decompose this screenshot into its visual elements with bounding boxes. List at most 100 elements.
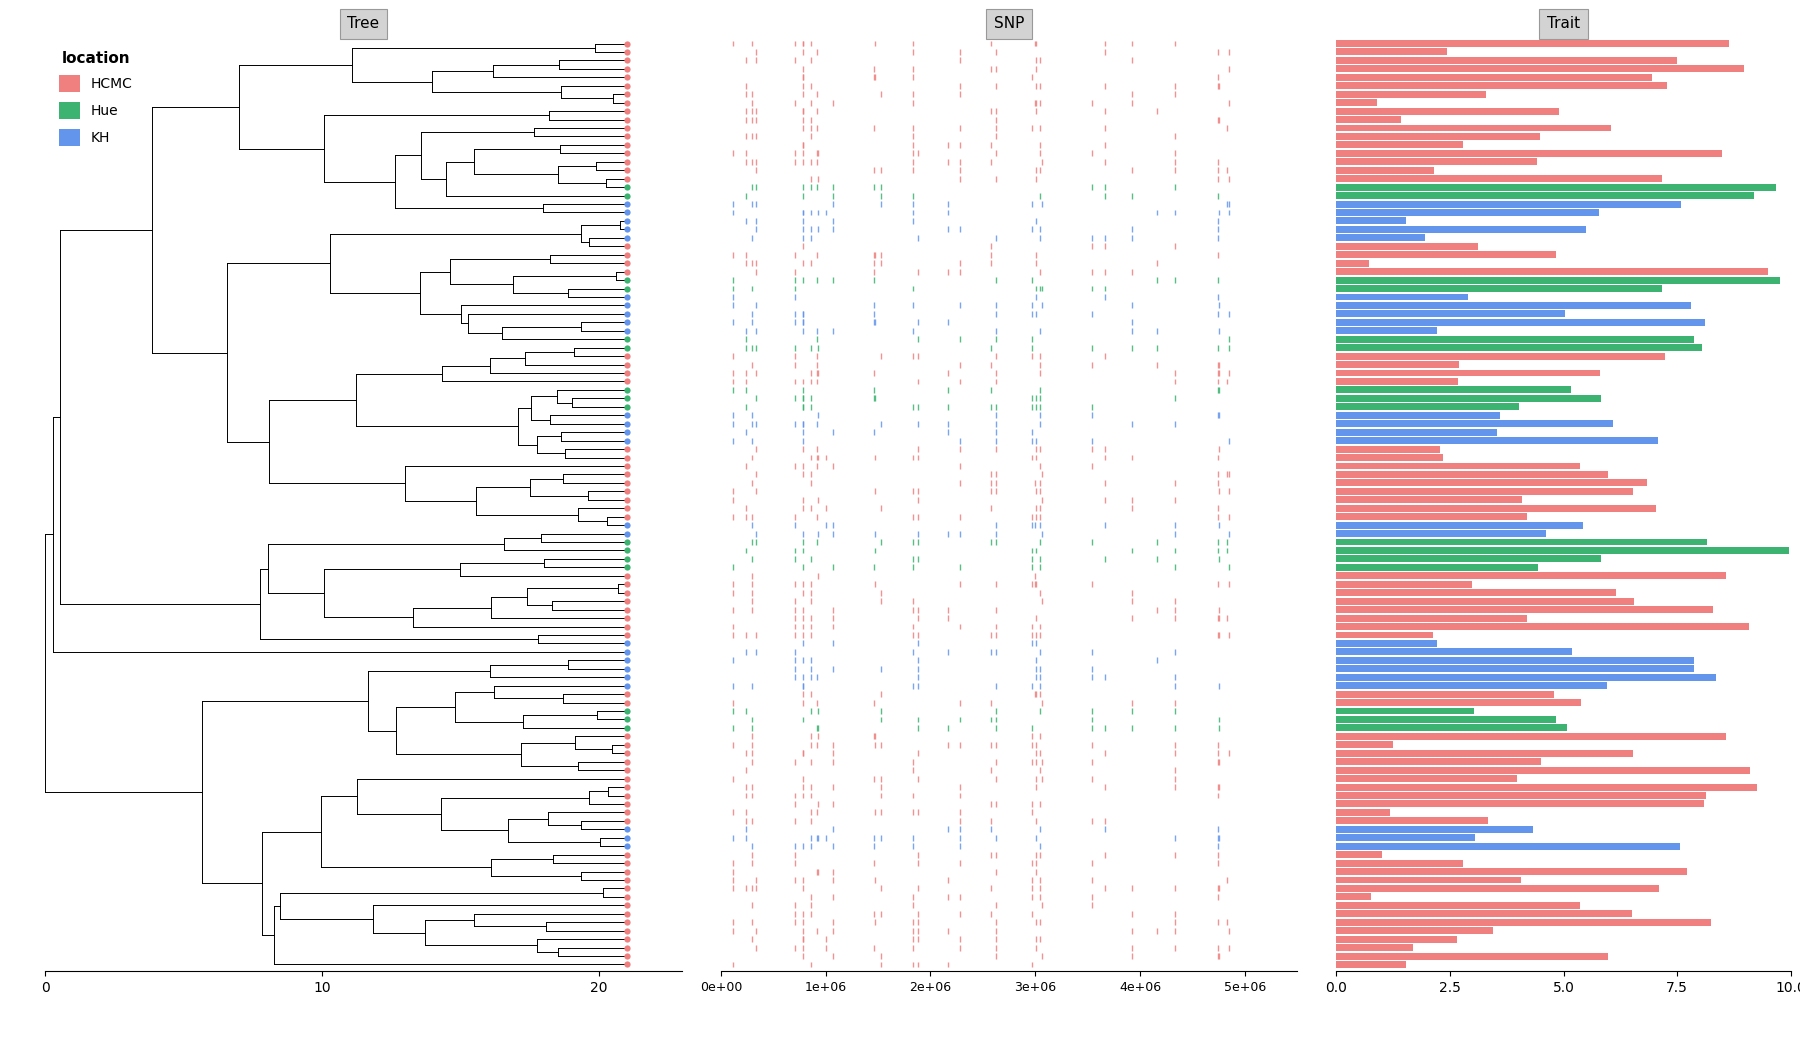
Bar [1336, 666, 1694, 672]
Legend: HCMC, Hue, KH: HCMC, Hue, KH [52, 44, 140, 152]
Bar [1336, 159, 1537, 165]
Bar [1336, 868, 1687, 875]
Bar [1336, 201, 1681, 208]
Bar [1336, 843, 1679, 849]
Bar [1336, 353, 1665, 359]
Bar [1336, 775, 1517, 782]
Title: Tree: Tree [347, 17, 380, 32]
Bar [1336, 910, 1631, 918]
Bar [1336, 639, 1438, 647]
Bar [1336, 835, 1474, 841]
Bar [1336, 691, 1553, 697]
Bar [1336, 699, 1580, 706]
Bar [1336, 90, 1487, 98]
Bar [1336, 614, 1528, 622]
Bar [1336, 361, 1460, 369]
Bar [1336, 919, 1710, 926]
Bar [1336, 268, 1768, 275]
Bar [1336, 184, 1777, 191]
Bar [1336, 40, 1730, 47]
Bar [1336, 344, 1701, 351]
Bar [1336, 808, 1390, 816]
Bar [1336, 65, 1744, 72]
Bar [1336, 708, 1474, 714]
Bar [1336, 395, 1602, 402]
Bar [1336, 657, 1694, 664]
Bar [1336, 733, 1726, 740]
Bar [1336, 631, 1433, 638]
Bar [1336, 936, 1458, 943]
Bar [1336, 209, 1598, 216]
Bar [1336, 217, 1406, 225]
Bar [1336, 623, 1750, 630]
Bar [1336, 927, 1492, 934]
Bar [1336, 716, 1555, 722]
Bar [1336, 336, 1694, 342]
Bar [1336, 589, 1616, 596]
Bar [1336, 885, 1660, 891]
Bar [1336, 251, 1555, 258]
Bar [1336, 437, 1658, 444]
Bar [1336, 234, 1424, 242]
Bar [1336, 860, 1463, 866]
Bar [1336, 74, 1652, 81]
Bar [1336, 877, 1521, 883]
Bar [1336, 108, 1559, 114]
Bar [1336, 276, 1780, 284]
Bar [1336, 564, 1539, 571]
Bar [1336, 445, 1440, 453]
Bar [1336, 125, 1611, 131]
Bar [1336, 505, 1656, 511]
Bar [1336, 412, 1499, 419]
Bar [1336, 547, 1789, 554]
Bar [1336, 48, 1447, 56]
Bar [1336, 243, 1478, 250]
Title: SNP: SNP [994, 17, 1024, 32]
Bar [1336, 530, 1546, 537]
Bar [1336, 117, 1400, 123]
Bar [1336, 572, 1726, 580]
Bar [1336, 555, 1602, 563]
Bar [1336, 800, 1705, 807]
Bar [1336, 386, 1571, 394]
Bar [1336, 597, 1634, 605]
Bar [1336, 581, 1472, 588]
Bar [1336, 311, 1564, 317]
Bar [1336, 674, 1715, 680]
Bar [1336, 682, 1607, 689]
Bar [1336, 99, 1377, 106]
Bar [1336, 462, 1580, 469]
Bar [1336, 513, 1526, 520]
Bar [1336, 606, 1714, 613]
Bar [1336, 370, 1600, 377]
Bar [1336, 454, 1444, 461]
Bar [1336, 539, 1706, 546]
Bar [1336, 750, 1633, 757]
Bar [1336, 142, 1463, 148]
Bar [1336, 259, 1368, 267]
Bar [1336, 150, 1721, 156]
Bar [1336, 952, 1607, 960]
Bar [1336, 783, 1757, 791]
Bar [1336, 766, 1750, 774]
Bar [1336, 826, 1534, 833]
Bar [1336, 82, 1667, 89]
Bar [1336, 522, 1582, 528]
Bar [1336, 133, 1541, 140]
Bar [1336, 286, 1661, 292]
Bar [1336, 226, 1586, 233]
Bar [1336, 378, 1458, 385]
Bar [1336, 420, 1613, 427]
Bar [1336, 319, 1705, 326]
Bar [1336, 902, 1580, 909]
Title: Trait: Trait [1546, 17, 1580, 32]
Bar [1336, 961, 1406, 968]
Bar [1336, 488, 1633, 495]
Bar [1336, 741, 1393, 749]
Bar [1336, 294, 1467, 300]
Bar [1336, 852, 1382, 858]
Bar [1336, 302, 1690, 309]
Bar [1336, 758, 1541, 765]
Bar [1336, 792, 1706, 799]
Bar [1336, 471, 1609, 478]
